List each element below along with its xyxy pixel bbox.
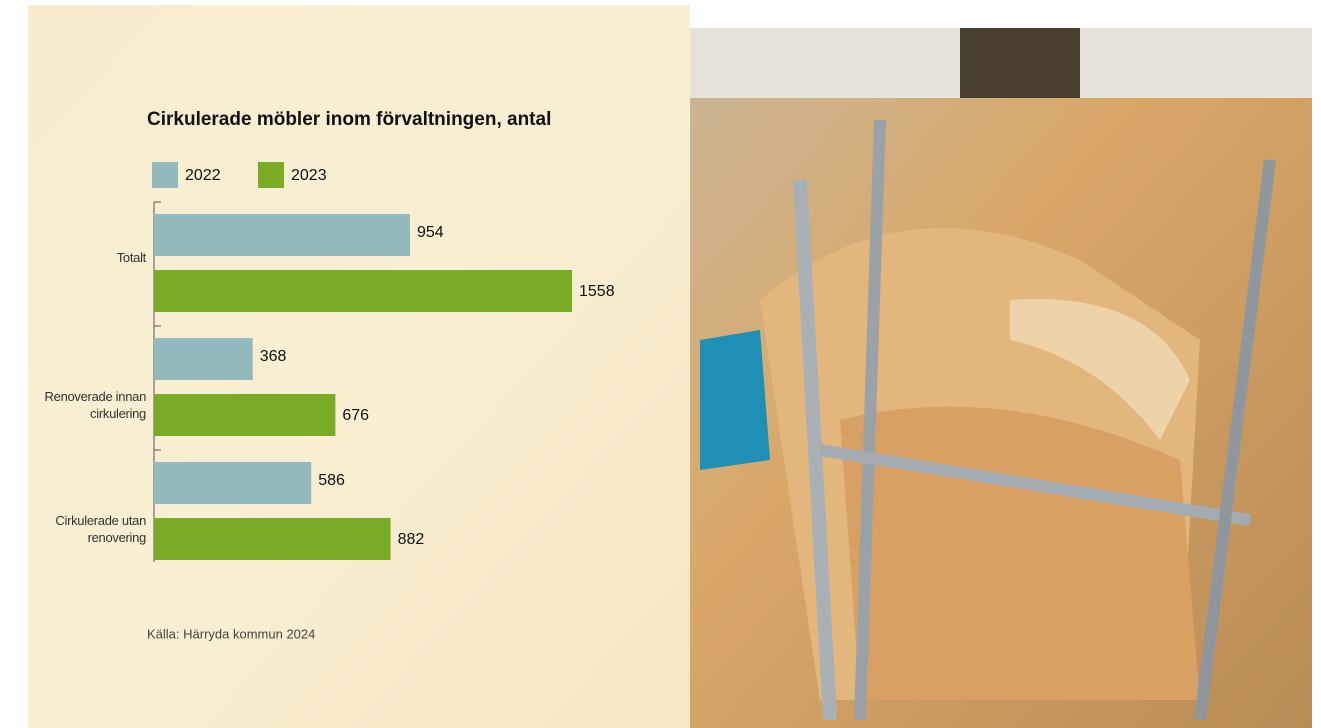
category-label: Renoverade innan cirkulering bbox=[44, 389, 147, 421]
value-label: 368 bbox=[260, 348, 287, 365]
bar bbox=[154, 462, 312, 504]
value-label: 586 bbox=[318, 472, 345, 489]
legend-label: 2023 bbox=[291, 167, 327, 184]
chart-panel bbox=[28, 5, 690, 728]
chart-title: Cirkulerade möbler inom förvaltningen, a… bbox=[147, 109, 551, 130]
value-label: 882 bbox=[398, 531, 425, 548]
photo bbox=[690, 28, 1312, 728]
bar bbox=[154, 270, 572, 312]
bar bbox=[154, 518, 391, 560]
value-label: 1558 bbox=[579, 283, 615, 300]
value-label: 954 bbox=[417, 224, 444, 241]
legend-label: 2022 bbox=[185, 167, 221, 184]
source: Källa: Härryda kommun 2024 bbox=[147, 626, 315, 641]
bar bbox=[154, 214, 410, 256]
category-label: Cirkulerade utan renovering bbox=[55, 513, 146, 545]
category-label: Totalt bbox=[116, 249, 147, 265]
bar bbox=[154, 394, 336, 436]
bar bbox=[154, 338, 253, 380]
value-label: 676 bbox=[342, 407, 369, 424]
legend-swatch bbox=[152, 162, 178, 188]
legend-swatch bbox=[258, 162, 284, 188]
